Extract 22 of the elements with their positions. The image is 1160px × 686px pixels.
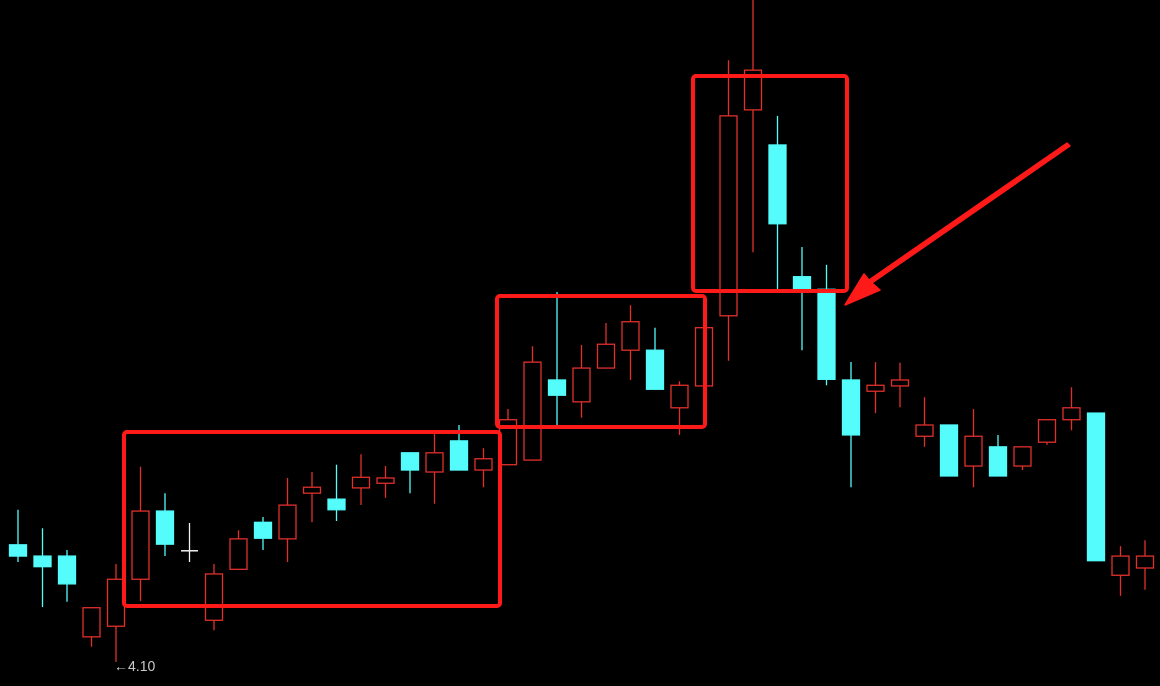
candlestick bbox=[792, 246, 812, 351]
candlestick bbox=[204, 563, 224, 631]
candlestick bbox=[719, 59, 738, 362]
candlestick bbox=[8, 509, 28, 563]
candlestick bbox=[278, 477, 297, 563]
candlestick bbox=[57, 549, 77, 603]
candlestick bbox=[33, 527, 52, 608]
candlestick bbox=[743, 0, 763, 253]
candlestick bbox=[890, 362, 910, 408]
candlestick bbox=[964, 408, 983, 488]
candlestick bbox=[131, 466, 150, 602]
candlestick bbox=[1135, 539, 1155, 591]
candlestick bbox=[547, 291, 567, 426]
candlestick bbox=[351, 453, 371, 506]
candlestick bbox=[768, 115, 787, 291]
candlestick bbox=[155, 492, 175, 557]
candlestick bbox=[841, 361, 861, 488]
candlestick bbox=[425, 431, 444, 505]
candlestick bbox=[302, 471, 322, 523]
candlestick bbox=[253, 516, 273, 551]
annotation: ←4.10 bbox=[114, 658, 156, 674]
candlestick bbox=[866, 361, 885, 414]
